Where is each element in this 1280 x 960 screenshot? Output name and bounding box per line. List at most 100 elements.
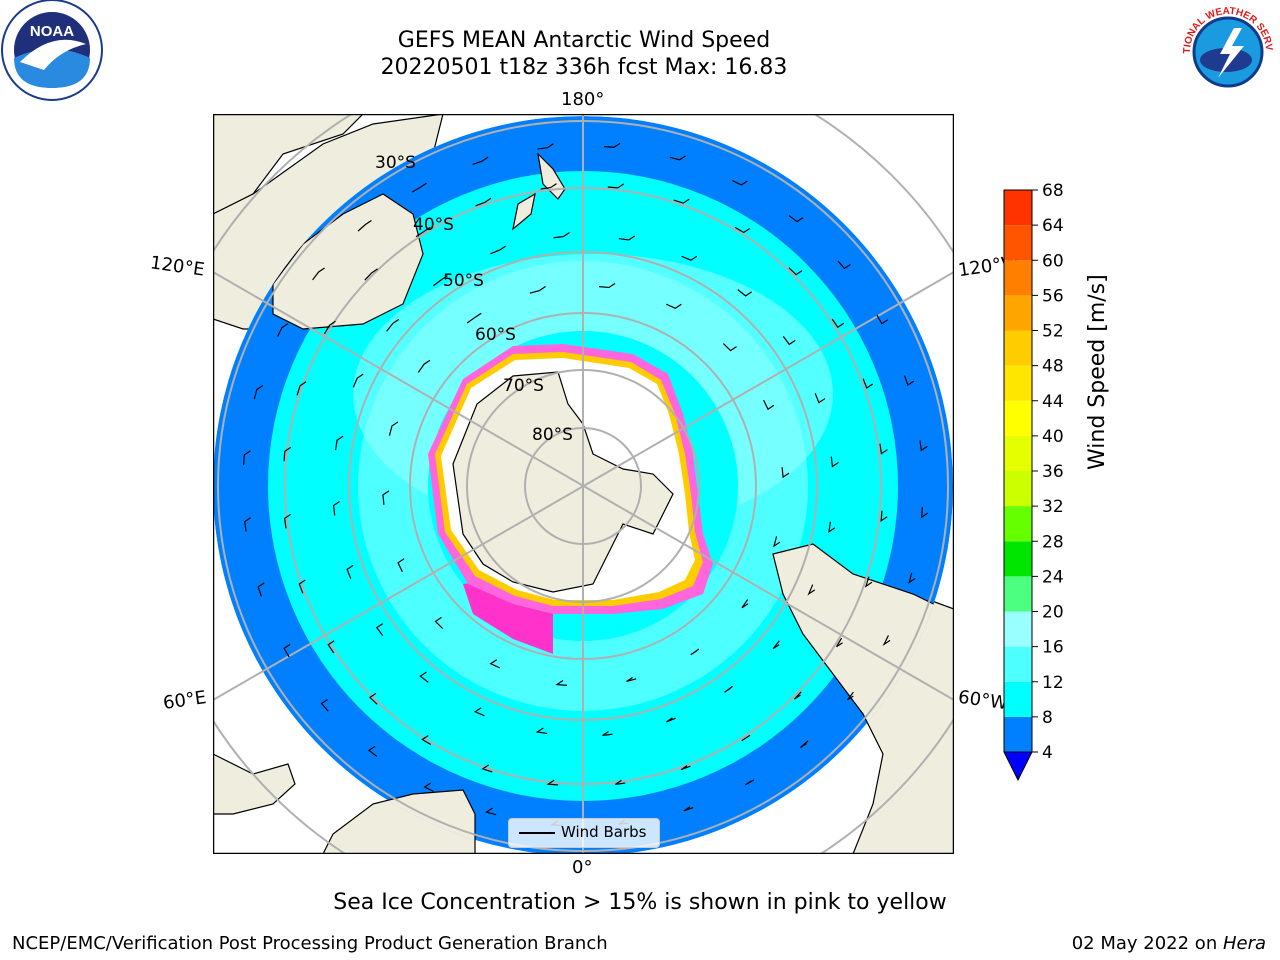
colorbar-swatch xyxy=(1004,365,1032,401)
sea-ice-caption: Sea Ice Concentration > 15% is shown in … xyxy=(333,890,947,915)
nws-logo-icon: NATIONAL WEATHER SERVICE xyxy=(1176,0,1278,102)
graticule xyxy=(213,114,954,854)
wind-barb xyxy=(352,373,364,388)
colorbar-tick-label: 56 xyxy=(1042,286,1064,306)
wind-barb xyxy=(357,220,372,232)
colorbar-swatch xyxy=(1004,190,1032,226)
colorbar-swatch xyxy=(1004,576,1032,612)
chart-subtitle: 20220501 t18z 336h fcst Max: 16.83 xyxy=(380,55,788,80)
colorbar-tick-label: 44 xyxy=(1042,392,1064,412)
wind-barb xyxy=(382,490,390,505)
lat-label-30s: 30°S xyxy=(375,153,416,173)
wind-barb xyxy=(388,421,399,436)
wind-barb xyxy=(243,450,251,465)
wind-barb xyxy=(386,318,400,332)
wind-barb xyxy=(466,312,482,324)
colorbar-tick-label: 52 xyxy=(1042,322,1064,342)
chart-title: GEFS MEAN Antarctic Wind Speed xyxy=(397,28,771,53)
wind-barb xyxy=(745,779,755,786)
colorbar-extend-arrow xyxy=(1003,751,1033,782)
wind-barb xyxy=(283,643,291,658)
wind-barb xyxy=(724,685,733,693)
wind-barb xyxy=(862,378,874,389)
footer-machine: Hera xyxy=(1222,933,1266,954)
colorbar-swatch xyxy=(1004,506,1032,542)
wind-barb xyxy=(253,384,264,400)
wind-barb xyxy=(298,579,306,594)
noaa-logo-text: NOAA xyxy=(30,23,74,40)
wind-barb xyxy=(626,676,637,683)
wind-barb xyxy=(364,268,378,281)
wind-barb xyxy=(807,584,816,596)
wind-barb xyxy=(283,513,291,529)
wind-barb xyxy=(397,558,405,573)
wind-barb xyxy=(788,267,803,276)
colorbar-tick-label: 16 xyxy=(1042,638,1064,658)
lon-label-0: 0° xyxy=(572,857,593,878)
colorbar-swatch xyxy=(1004,295,1032,331)
footer-organization: NCEP/EMC/Verification Post Processing Pr… xyxy=(12,933,608,954)
legend-line-icon xyxy=(519,832,555,834)
wind-barb xyxy=(375,623,384,636)
wind-barb xyxy=(296,381,307,396)
colorbar-tick-label: 36 xyxy=(1042,462,1064,482)
colorbar-swatch xyxy=(1004,260,1032,296)
wind-barb xyxy=(537,143,554,150)
wind-barb xyxy=(598,282,616,289)
colorbar-tick-label: 40 xyxy=(1042,427,1064,447)
wind-barb xyxy=(734,226,751,234)
colorbar-swatch xyxy=(1004,435,1032,471)
wind-barb xyxy=(312,267,325,281)
lon-label-60e: 60°E xyxy=(161,687,208,714)
lat-label-50s: 50°S xyxy=(443,271,484,291)
wind-barb xyxy=(411,182,427,193)
wind-barb xyxy=(244,517,252,532)
wind-barb xyxy=(618,235,636,241)
wind-barb xyxy=(919,440,928,452)
wind-barb xyxy=(828,521,836,533)
colorbar-tick-label: 32 xyxy=(1042,497,1064,517)
colorbar-tick-label: 4 xyxy=(1042,743,1053,763)
colorbar-tick-label: 8 xyxy=(1042,708,1053,728)
wind-barb xyxy=(367,745,378,757)
colorbar-label: Wind Speed [m/s] xyxy=(1085,274,1110,470)
wind-barb xyxy=(433,275,448,287)
wind-barb xyxy=(741,734,751,742)
wind-barb xyxy=(555,680,568,686)
lat-label-40s: 40°S xyxy=(413,215,454,235)
wind-barb xyxy=(683,806,694,812)
colorbar-tick-label: 60 xyxy=(1042,251,1064,271)
wind-barb xyxy=(277,323,289,337)
colorbar-swatch xyxy=(1004,330,1032,366)
wind-barb xyxy=(782,336,796,346)
wind-barb xyxy=(690,648,700,656)
wind-barb xyxy=(602,730,613,737)
wind-barb xyxy=(323,320,336,335)
wind-barb xyxy=(837,260,851,270)
colorbar-swatch xyxy=(1004,681,1032,717)
wind-barb xyxy=(368,692,378,705)
wind-barb xyxy=(864,576,873,588)
wind-barb xyxy=(334,435,344,451)
wind-barb xyxy=(788,215,804,223)
wind-barb xyxy=(320,699,329,712)
lon-label-180: 180° xyxy=(561,89,605,110)
wind-barb xyxy=(800,740,809,748)
colorbar-tick-label: 12 xyxy=(1042,673,1064,693)
wind-barb xyxy=(481,764,493,773)
wind-barb xyxy=(814,393,826,404)
wind-barb xyxy=(666,717,676,723)
wind-barb xyxy=(529,286,546,294)
wind-barb xyxy=(489,659,501,669)
legend-label: Wind Barbs xyxy=(561,823,647,841)
wind-barb xyxy=(882,635,891,647)
wind-barb xyxy=(831,318,845,329)
wind-barb xyxy=(773,536,781,548)
wind-barb xyxy=(546,779,559,786)
wind-barb xyxy=(615,779,626,786)
wind-barb xyxy=(904,375,915,387)
colorbar-swatch xyxy=(1004,541,1032,577)
wind-barb xyxy=(535,727,548,735)
colorbar-tick-label: 24 xyxy=(1042,567,1064,587)
colorbar-swatch xyxy=(1004,646,1032,682)
